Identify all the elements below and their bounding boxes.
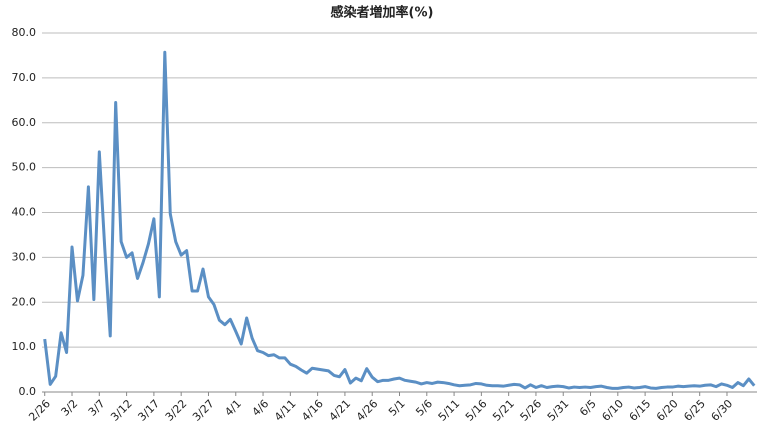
- x-tick-label: 5/16: [463, 397, 490, 424]
- x-tick-label: 2/26: [26, 397, 53, 424]
- x-tick-label: 6/10: [599, 397, 626, 424]
- x-tick-label: 3/7: [86, 397, 108, 419]
- x-tick-label: 5/21: [490, 397, 517, 424]
- data-line: [43, 50, 756, 390]
- x-tick-label: 3/22: [163, 397, 190, 424]
- x-tick-label: 6/25: [681, 397, 708, 424]
- y-tick-label: 80.0: [12, 26, 37, 39]
- x-tick-label: 3/27: [190, 397, 217, 424]
- x-tick-label: 4/1: [222, 397, 244, 419]
- y-tick-label: 10.0: [12, 340, 37, 353]
- x-tick-label: 5/31: [545, 397, 572, 424]
- y-tick-label: 0.0: [19, 385, 37, 398]
- x-tick-label: 6/20: [654, 397, 681, 424]
- y-tick-label: 50.0: [12, 161, 37, 174]
- x-tick-label: 3/2: [59, 397, 81, 419]
- x-tick-label: 6/5: [577, 397, 599, 419]
- x-tick-label: 4/11: [272, 397, 299, 424]
- chart-title: 感染者増加率(%): [331, 5, 434, 21]
- x-tick-label: 5/11: [436, 397, 463, 424]
- x-tick-label: 4/26: [354, 397, 381, 424]
- x-tick-label: 4/16: [299, 397, 326, 424]
- y-tick-label: 20.0: [12, 295, 37, 308]
- y-tick-label: 60.0: [12, 116, 37, 129]
- x-tick-label: 3/12: [108, 397, 135, 424]
- x-tick-label: 5/26: [518, 397, 545, 424]
- x-tick-label: 4/6: [250, 397, 272, 419]
- y-tick-label: 70.0: [12, 71, 37, 84]
- x-tick-label: 3/17: [135, 397, 162, 424]
- x-tick-label: 5/6: [413, 397, 435, 419]
- y-tick-label: 30.0: [12, 250, 37, 263]
- x-tick-label: 4/21: [327, 397, 354, 424]
- x-tick-label: 6/15: [627, 397, 654, 424]
- y-tick-label: 40.0: [12, 206, 37, 219]
- x-tick-label: 5/1: [386, 397, 408, 419]
- x-tick-label: 6/30: [709, 397, 736, 424]
